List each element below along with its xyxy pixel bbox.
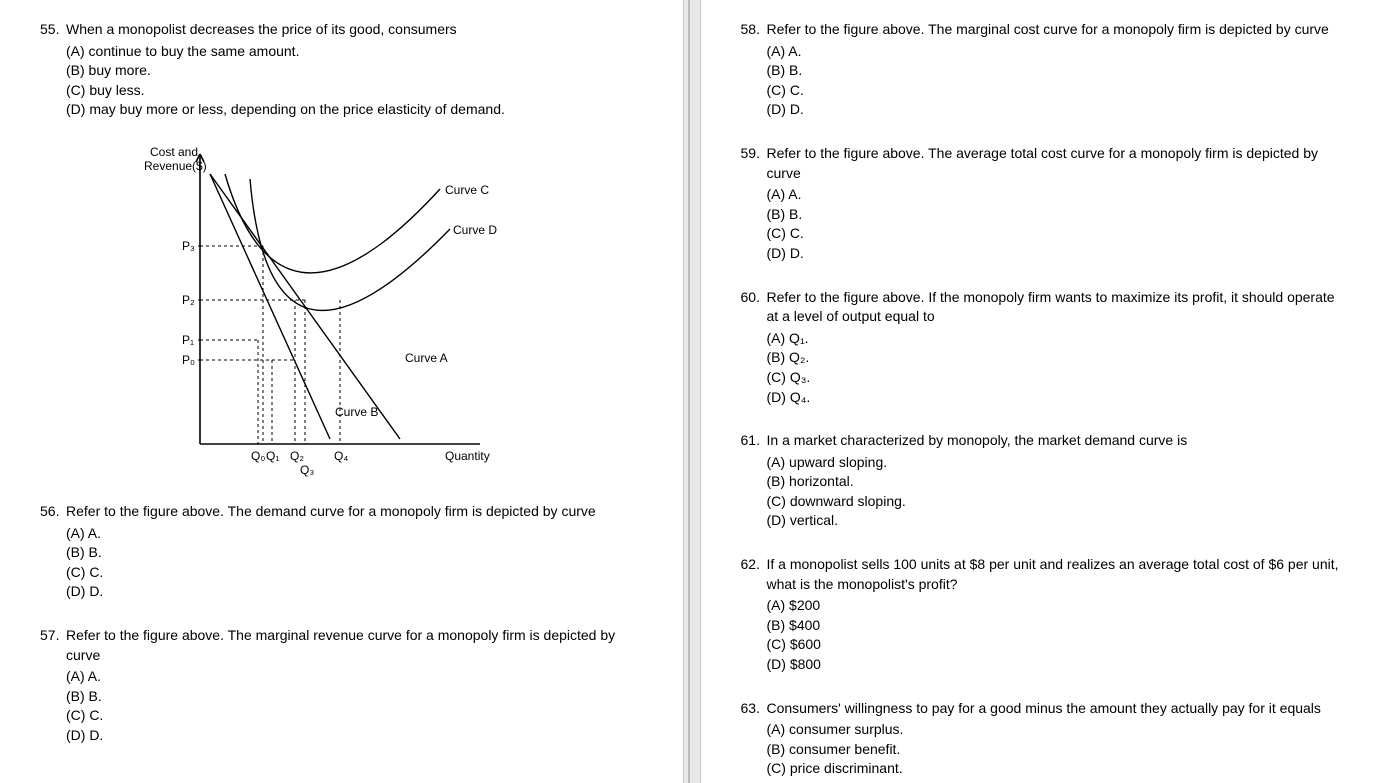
- choice-d: (D) D.: [66, 726, 643, 746]
- curve-a-label: Curve A: [405, 351, 448, 365]
- choice-d: (D) D.: [767, 244, 1344, 264]
- question-62: 62. If a monopolist sells 100 units at $…: [741, 555, 1344, 675]
- choice-d: (D) D.: [767, 100, 1344, 120]
- p2-label: P₂: [182, 293, 195, 307]
- page-divider: [683, 0, 701, 783]
- choice-d: (D) may buy more or less, depending on t…: [66, 100, 643, 120]
- right-page: 58. Refer to the figure above. The margi…: [701, 0, 1383, 783]
- choice-c: (C) C.: [66, 706, 643, 726]
- choice-c: (C) C.: [767, 224, 1344, 244]
- q1-label: Q₁: [266, 449, 279, 463]
- question-56: 56. Refer to the figure above. The deman…: [40, 502, 643, 602]
- q-stem-text: Refer to the figure above. The marginal …: [767, 20, 1329, 40]
- choice-b: (B) $400: [767, 616, 1344, 636]
- q2-label: Q₂: [290, 449, 304, 463]
- question-57: 57. Refer to the figure above. The margi…: [40, 626, 643, 746]
- choice-a: (A) consumer surplus.: [767, 720, 1344, 740]
- choice-d: (D) $800: [767, 655, 1344, 675]
- q4-label: Q₄: [334, 449, 348, 463]
- choice-b: (B) B.: [66, 543, 643, 563]
- q0-label: Q₀: [251, 449, 265, 463]
- choice-a: (A) continue to buy the same amount.: [66, 42, 643, 62]
- question-63: 63. Consumers' willingness to pay for a …: [741, 699, 1344, 783]
- question-61: 61. In a market characterized by monopol…: [741, 431, 1344, 531]
- choice-b: (B) horizontal.: [767, 472, 1344, 492]
- cost-revenue-chart: Cost and Revenue($) Curve A Curve B Curv…: [140, 144, 540, 484]
- question-58: 58. Refer to the figure above. The margi…: [741, 20, 1344, 120]
- curve-d-label: Curve D: [453, 223, 497, 237]
- q-stem-text: Refer to the figure above. The demand cu…: [66, 502, 596, 522]
- left-page: 55. When a monopolist decreases the pric…: [0, 0, 683, 783]
- q-num: 63.: [741, 699, 767, 719]
- curve-c-path: [225, 174, 440, 273]
- curve-b-line: [210, 174, 330, 439]
- curve-d-path: [250, 179, 450, 310]
- choice-b: (B) Q₂.: [767, 348, 1344, 368]
- choice-a: (A) A.: [66, 667, 643, 687]
- q-stem-text: Consumers' willingness to pay for a good…: [767, 699, 1321, 719]
- choice-b: (B) buy more.: [66, 61, 643, 81]
- choice-c: (C) C.: [66, 563, 643, 583]
- curve-c-label: Curve C: [445, 183, 489, 197]
- choice-a: (A) upward sloping.: [767, 453, 1344, 473]
- p0-label: P₀: [182, 353, 195, 367]
- q-stem-text: In a market characterized by monopoly, t…: [767, 431, 1188, 451]
- choice-d: (D) quantity demanded.: [767, 779, 1344, 783]
- q-num: 56.: [40, 502, 66, 522]
- q-num: 58.: [741, 20, 767, 40]
- x-axis-label: Quantity: [445, 449, 490, 463]
- y-axis-label-2: Revenue($): [144, 159, 207, 173]
- question-60: 60. Refer to the figure above. If the mo…: [741, 288, 1344, 408]
- choice-a: (A) A.: [66, 524, 643, 544]
- choice-c: (C) price discriminant.: [767, 759, 1344, 779]
- q-num: 55.: [40, 20, 66, 40]
- choice-d: (D) vertical.: [767, 511, 1344, 531]
- question-55: 55. When a monopolist decreases the pric…: [40, 20, 643, 120]
- choice-c: (C) $600: [767, 635, 1344, 655]
- q-stem-text: Refer to the figure above. If the monopo…: [767, 288, 1344, 327]
- choice-c: (C) C.: [767, 81, 1344, 101]
- q-num: 62.: [741, 555, 767, 594]
- q-stem-text: When a monopolist decreases the price of…: [66, 20, 457, 40]
- q-stem-text: If a monopolist sells 100 units at $8 pe…: [767, 555, 1344, 594]
- choice-d: (D) Q₄.: [767, 388, 1344, 408]
- q-stem-text: Refer to the figure above. The marginal …: [66, 626, 643, 665]
- q-num: 60.: [741, 288, 767, 327]
- choice-c: (C) buy less.: [66, 81, 643, 101]
- choice-a: (A) Q₁.: [767, 329, 1344, 349]
- choice-b: (B) B.: [767, 205, 1344, 225]
- p1-label: P₁: [182, 333, 194, 347]
- q-num: 59.: [741, 144, 767, 183]
- monopoly-figure: Cost and Revenue($) Curve A Curve B Curv…: [140, 144, 643, 484]
- choice-c: (C) downward sloping.: [767, 492, 1344, 512]
- q-num: 61.: [741, 431, 767, 451]
- choice-b: (B) B.: [66, 687, 643, 707]
- y-axis-label-1: Cost and: [150, 145, 198, 159]
- choice-b: (B) consumer benefit.: [767, 740, 1344, 760]
- choice-c: (C) Q₃.: [767, 368, 1344, 388]
- choice-d: (D) D.: [66, 582, 643, 602]
- q-stem-text: Refer to the figure above. The average t…: [767, 144, 1344, 183]
- choice-a: (A) $200: [767, 596, 1344, 616]
- curve-b-label: Curve B: [335, 405, 378, 419]
- question-59: 59. Refer to the figure above. The avera…: [741, 144, 1344, 264]
- choice-a: (A) A.: [767, 42, 1344, 62]
- q3-label: Q₃: [300, 463, 314, 477]
- choice-a: (A) A.: [767, 185, 1344, 205]
- p3-label: P₃: [182, 239, 195, 253]
- choice-b: (B) B.: [767, 61, 1344, 81]
- q-num: 57.: [40, 626, 66, 665]
